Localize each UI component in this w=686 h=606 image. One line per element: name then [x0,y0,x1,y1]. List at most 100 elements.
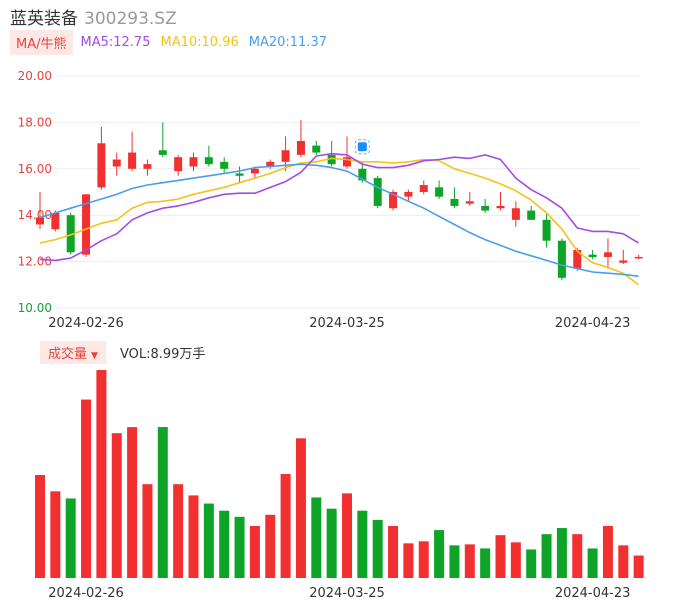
volume-bar[interactable] [249,526,260,578]
candle[interactable] [481,198,490,213]
candle[interactable] [143,159,152,176]
volume-bars [35,370,644,578]
candle[interactable] [112,152,121,176]
candle[interactable] [465,192,474,206]
volume-bar[interactable] [434,530,445,578]
volume-indicator-selector[interactable]: 成交量 ▼ [40,341,106,364]
candle[interactable] [82,194,91,257]
volume-bar[interactable] [449,545,460,578]
candle[interactable] [220,157,229,174]
volume-bar[interactable] [602,526,613,578]
candle-body [143,164,152,169]
volume-bar[interactable] [526,549,537,578]
y-tick-label: 16.00 [18,162,52,176]
candle[interactable] [634,254,643,260]
candle[interactable] [296,120,305,158]
volume-bar[interactable] [111,433,122,578]
volume-bar[interactable] [311,497,322,578]
volume-bar[interactable] [510,542,521,578]
candle[interactable] [128,131,137,172]
x-tick-label: 2024-04-23 [555,316,631,331]
volume-bar[interactable] [280,474,291,578]
marker-frame[interactable] [354,139,370,155]
volume-bar[interactable] [326,508,337,578]
candle[interactable] [588,250,597,260]
volume-bar[interactable] [173,484,184,578]
ma-toggle-badge[interactable]: MA/牛熊 [10,29,73,55]
candle[interactable] [435,180,444,199]
marker-core[interactable] [357,142,367,152]
candle[interactable] [312,140,321,155]
volume-bar[interactable] [265,514,276,578]
volume-bar[interactable] [464,544,475,578]
volume-value: VOL:8.99万手 [119,347,206,362]
volume-bar[interactable] [541,534,552,578]
candle[interactable] [189,152,198,172]
ma10-label: MA10:10.96 [160,34,239,50]
volume-bar[interactable] [618,545,629,578]
candle[interactable] [542,212,551,248]
current-marker-icon [354,139,370,155]
candle[interactable] [496,192,505,211]
volume-bar[interactable] [403,543,414,578]
ma20-line [39,163,639,277]
volume-bar[interactable] [587,548,598,578]
candle[interactable] [174,154,183,176]
candle[interactable] [36,192,44,230]
candle[interactable] [343,136,351,169]
volume-bar[interactable] [219,510,230,578]
volume-bar[interactable] [556,528,567,578]
candle[interactable] [158,122,167,158]
volume-bar[interactable] [388,526,399,578]
volume-bar[interactable] [142,484,153,578]
candle[interactable] [511,201,520,227]
volume-bar[interactable] [81,399,92,578]
volume-bar[interactable] [480,548,491,578]
candle[interactable] [204,145,213,167]
volume-bar[interactable] [372,519,383,578]
volume-bar[interactable] [357,510,368,578]
candle-body [128,152,137,169]
volume-bar[interactable] [495,535,506,578]
dropdown-triangle-icon: ▼ [91,351,98,361]
candle[interactable] [373,175,382,209]
volume-bar[interactable] [572,534,583,578]
candle[interactable] [557,238,566,281]
candle[interactable] [404,189,413,202]
ma20-label: MA20:11.37 [248,34,327,50]
ma-legend: MA/牛熊 MA5:12.75 MA10:10.96 MA20:11.37 [10,29,337,55]
volume-bar[interactable] [157,427,168,578]
volume-bar[interactable] [203,503,214,578]
candle[interactable] [97,127,106,190]
candle[interactable] [450,187,459,209]
volume-bar[interactable] [342,493,352,578]
candle[interactable] [389,189,398,211]
volume-bar[interactable] [418,541,429,578]
volume-bar[interactable] [65,498,76,578]
candle[interactable] [603,238,612,269]
candle-body [66,215,75,253]
candle[interactable] [527,205,536,220]
volume-bar[interactable] [96,370,107,578]
volume-bar[interactable] [633,555,644,578]
candle[interactable] [66,212,75,255]
candle[interactable] [419,180,428,195]
x-tick-label: 2024-04-23 [555,586,631,601]
volume-bar[interactable] [295,438,306,578]
candle[interactable] [51,210,60,232]
volume-bar[interactable] [35,475,45,578]
volume-bar[interactable] [50,491,61,578]
candle-body [82,194,91,255]
volume-bar[interactable] [188,495,199,578]
candle-body [189,157,198,167]
candle[interactable] [235,166,244,183]
candle-body [419,185,428,192]
candle-body [235,173,244,176]
candle-body [557,240,566,278]
candle[interactable] [619,250,628,264]
volume-bar[interactable] [234,516,245,578]
candle-body [634,256,643,259]
volume-bar[interactable] [127,427,138,578]
